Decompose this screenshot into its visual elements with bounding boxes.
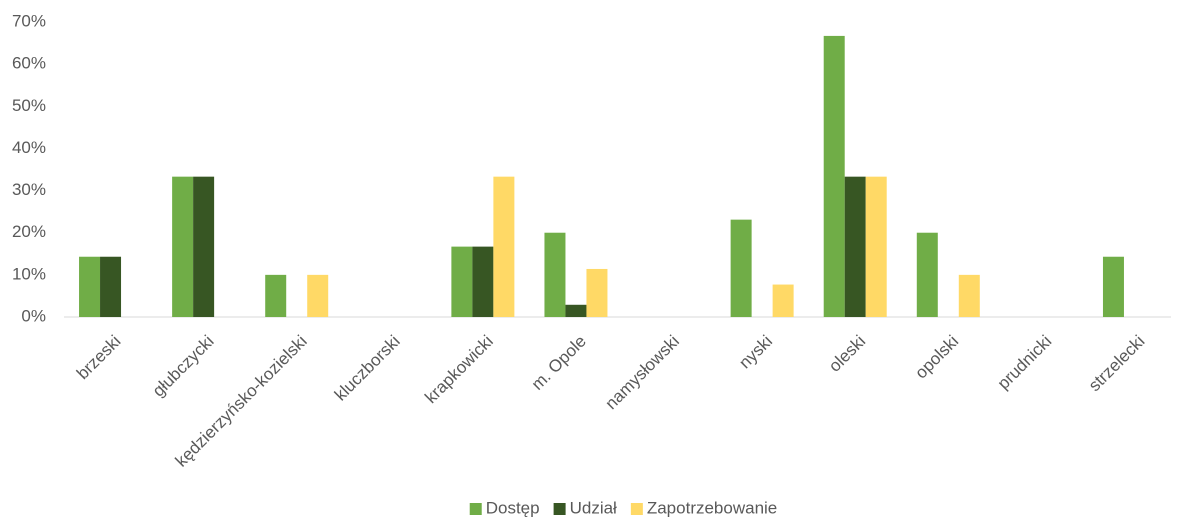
bar (472, 246, 494, 317)
y-tick-label: 60% (12, 54, 46, 73)
x-tick-label: opolski (911, 332, 962, 383)
legend-swatch (469, 503, 482, 515)
bar (544, 232, 566, 317)
x-tick-label: m. Opole (528, 332, 590, 394)
bar (730, 219, 752, 317)
x-tick-label: nyski (735, 332, 776, 373)
bar (79, 256, 101, 317)
bar (586, 268, 608, 317)
x-tick-label: krapkowicki (421, 332, 497, 408)
legend-swatch (630, 503, 643, 515)
y-tick-label: 40% (12, 138, 46, 157)
bar (493, 176, 515, 317)
bar (100, 256, 122, 317)
y-tick-label: 20% (12, 222, 46, 241)
bar (265, 274, 287, 317)
y-tick-label: 10% (12, 264, 46, 283)
y-tick-label: 70% (12, 11, 46, 30)
x-tick-label: głubczycki (149, 332, 218, 401)
bar (193, 176, 215, 317)
bar (172, 176, 194, 317)
legend-label: Zapotrzebowanie (647, 498, 777, 517)
y-tick-label: 30% (12, 180, 46, 199)
bar (1102, 256, 1124, 317)
legend-label: Dostęp (486, 498, 540, 517)
x-tick-label: kluczborski (331, 332, 404, 405)
x-tick-label: oleski (825, 332, 869, 376)
x-tick-label: brzeski (73, 332, 125, 384)
bar (916, 232, 938, 317)
bar (451, 246, 473, 317)
bar (307, 274, 329, 317)
x-tick-label: prudnicki (994, 332, 1056, 394)
x-tick-label: namysłowski (601, 332, 683, 414)
bar (772, 284, 794, 317)
legend-label: Udział (570, 498, 617, 517)
y-tick-label: 50% (12, 96, 46, 115)
y-tick-label: 0% (21, 306, 46, 325)
bar (865, 176, 887, 317)
bar (565, 304, 587, 317)
bar (958, 274, 980, 317)
x-tick-label: strzelecki (1085, 332, 1149, 396)
bar (844, 176, 866, 317)
legend-swatch (553, 503, 566, 515)
bar (823, 35, 845, 318)
